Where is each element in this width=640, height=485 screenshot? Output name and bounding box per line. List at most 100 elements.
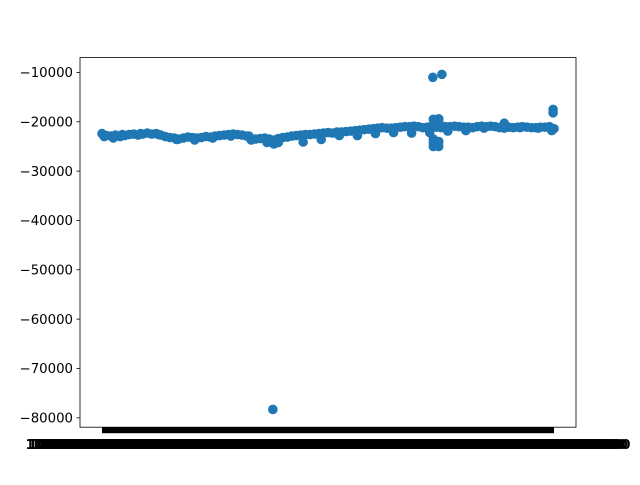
data-point (533, 123, 543, 133)
x-tick-label: 1000 (378, 438, 415, 453)
x-tick-label: 1000 (145, 438, 182, 453)
x-tick-label: 1000 (159, 438, 196, 453)
x-tick-label: 1000 (113, 438, 150, 453)
x-tick-label: 1000 (525, 438, 562, 453)
x-tick-label: 1000 (165, 438, 202, 453)
x-tick-label: 1000 (309, 438, 346, 453)
x-tick-label: 1000 (267, 438, 304, 453)
data-point (515, 122, 525, 133)
y-tick-label: −80000 (20, 412, 73, 427)
x-tick-label: 1000 (392, 438, 429, 453)
data-point (268, 404, 278, 415)
x-tick-label: 1000 (210, 438, 247, 453)
x-tick-label: 1000 (139, 438, 176, 453)
x-tick-label: 1000 (253, 438, 290, 453)
data-point (117, 129, 128, 140)
x-tick-label: 1000 (295, 438, 332, 453)
y-tick-label: −30000 (20, 165, 73, 180)
data-point (548, 108, 558, 118)
x-tick-label: 1000 (224, 438, 261, 453)
x-tick-label: 1000 (468, 438, 505, 453)
x-tick-label: 1000 (539, 438, 576, 453)
x-tick-label: 1000 (565, 438, 602, 453)
x-tick-label: 1000 (457, 438, 494, 453)
x-tick-label: 1000 (531, 438, 568, 453)
x-tick-label: 1000 (372, 438, 409, 453)
x-tick-label: 1000 (389, 438, 426, 453)
x-tick-label: 1000 (287, 438, 324, 453)
x-tick-label: 1000 (182, 438, 219, 453)
x-tick-label: 1000 (102, 438, 139, 453)
x-tick-label: 1000 (406, 438, 443, 453)
x-tick-label: 1000 (96, 438, 133, 453)
x-tick-label: 1000 (236, 438, 273, 453)
x-tick-label: 1000 (437, 438, 474, 453)
y-tick-label: −50000 (20, 263, 73, 278)
x-tick-label: 1000 (355, 438, 392, 453)
x-tick-label: 1000 (71, 438, 108, 453)
x-tick-label: 1000 (238, 438, 275, 453)
x-tick-label: 1000 (579, 438, 616, 453)
x-tick-label: 1000 (591, 438, 628, 453)
x-tick-label: 1000 (403, 438, 440, 453)
x-tick-label: 1000 (346, 438, 383, 453)
x-tick-label: 1000 (196, 438, 233, 453)
x-tick-label: 1000 (412, 438, 449, 453)
x-tick-label: 1000 (488, 438, 525, 453)
x-tick-label: 1000 (255, 438, 292, 453)
y-tick-label: −70000 (20, 362, 73, 377)
x-tick-label: 1000 (471, 438, 508, 453)
x-tick-label: 1000 (94, 438, 131, 453)
x-tick-label: 1000 (275, 438, 312, 453)
x-tick-label: 1000 (261, 438, 298, 453)
data-point (153, 129, 164, 140)
x-tick-label: 1000 (258, 438, 295, 453)
x-tick-label: 1000 (582, 438, 619, 453)
x-tick-label: 1000 (31, 438, 68, 453)
y-tick-label: −20000 (20, 115, 73, 130)
x-tick-label: 1000 (559, 438, 596, 453)
data-point (437, 69, 447, 80)
x-tick-label: 1000 (491, 438, 528, 453)
x-tick-label: 1000 (363, 438, 400, 453)
x-tick-label: 1000 (105, 438, 142, 453)
x-tick-label: 1000 (270, 438, 307, 453)
x-tick-label: 1000 (366, 438, 403, 453)
x-tick-label: 1000 (284, 438, 321, 453)
data-point (370, 128, 381, 139)
x-tick-label: 1000 (213, 438, 250, 453)
x-tick-label: 1000 (204, 438, 241, 453)
x-tick-label: 1000 (571, 438, 608, 453)
x-tick-label: 1000 (150, 438, 187, 453)
data-point (244, 131, 254, 141)
x-tick-label: 1000 (341, 438, 378, 453)
x-tick-label: 1000 (522, 438, 559, 453)
data-point (388, 127, 399, 138)
x-tick-label: 1000 (324, 438, 361, 453)
x-tick-label: 1000 (486, 438, 523, 453)
x-tick-label: 1000 (233, 438, 270, 453)
x-tick-label: 1000 (125, 438, 162, 453)
x-tick-label: 1000 (344, 438, 381, 453)
x-tick-label: 1000 (290, 438, 327, 453)
x-tick-label: 1000 (173, 438, 210, 453)
x-tick-label: 1000 (520, 438, 557, 453)
x-tick-label: 1000 (432, 438, 469, 453)
x-tick-label: 1000 (202, 438, 239, 453)
x-tick-label: 1000 (451, 438, 488, 453)
x-tick-label: 1000 (230, 438, 267, 453)
x-tick-label: 1000 (128, 438, 165, 453)
data-point (108, 133, 119, 143)
x-tick-label: 1000 (156, 438, 193, 453)
x-tick-label: 1000 (184, 438, 221, 453)
data-point (428, 72, 438, 83)
x-tick-label: 1000 (170, 438, 207, 453)
x-tick-label: 1000 (375, 438, 412, 453)
x-axis-ticks: 1000100010001000100010001000100010001000… (25, 427, 631, 453)
x-tick-label: 1000 (37, 438, 74, 453)
data-point (433, 116, 444, 127)
data-point (433, 141, 444, 152)
x-tick-label: 1000 (329, 438, 366, 453)
x-tick-label: 1000 (51, 438, 88, 453)
